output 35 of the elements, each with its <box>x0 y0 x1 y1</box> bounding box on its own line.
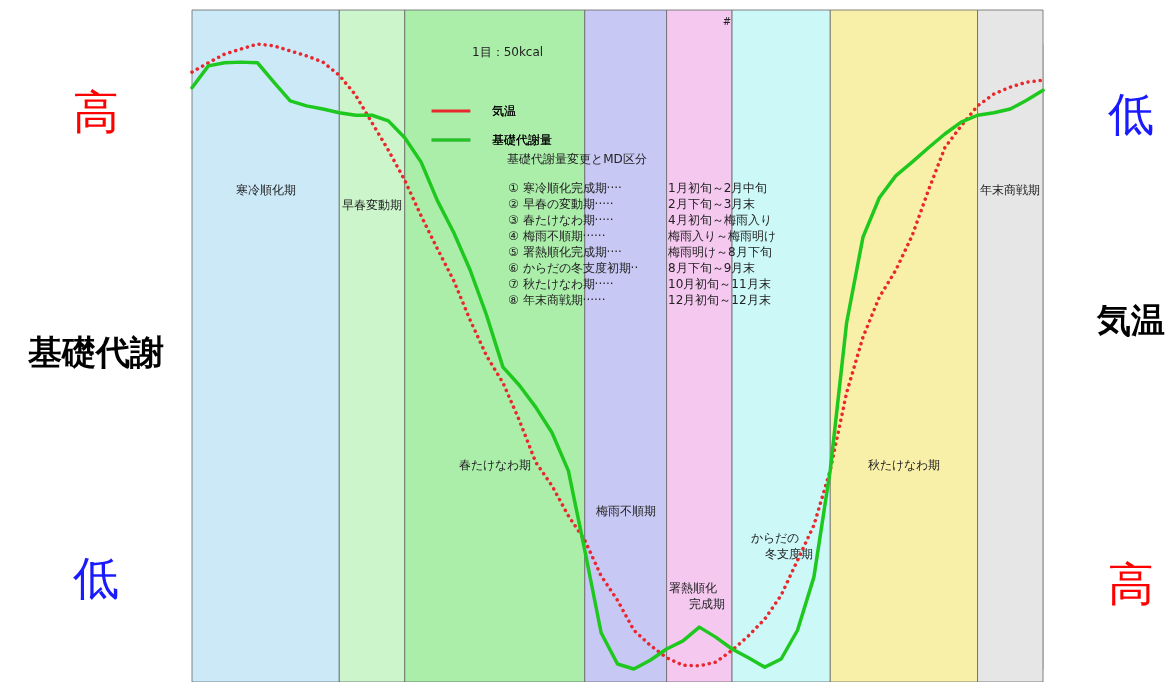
text: # <box>722 16 732 27</box>
text: 高 <box>1108 557 1154 611</box>
annotation: ⑧ 年末商戦期······ <box>508 293 606 307</box>
legend-label: 気温 <box>492 104 516 118</box>
y2-axis-title: 気温 <box>1096 300 1165 340</box>
legend-label: 基礎代謝量 <box>492 133 552 147</box>
annotation: ⑤ 署熱順化完成期···· <box>508 245 622 259</box>
annotation: 署熱順化完成期 <box>669 581 726 611</box>
text: 低 <box>73 551 119 605</box>
annotation: 梅雨入り～梅雨明け <box>667 229 776 243</box>
annotation: 4月初旬～梅雨入り <box>668 213 772 227</box>
annotation: 2月下旬～3月末 <box>668 197 756 211</box>
annotation: 基礎代謝量変更とMD区分 <box>507 152 647 166</box>
annotation: 10月初旬～11月末 <box>668 277 771 291</box>
annotation: ④ 梅雨不順期······ <box>508 229 606 243</box>
annotation: 1月初旬～2月中旬 <box>668 181 768 195</box>
annotation: 年末商戦期 <box>980 183 1041 197</box>
annotation: 12月初旬～12月末 <box>668 293 771 307</box>
text: 高 <box>73 85 119 139</box>
annotation: 春たけなわ期 <box>458 458 531 472</box>
annotation: 梅雨不順期 <box>594 504 656 518</box>
annotation: ⑦ 秋たけなわ期····· <box>508 277 614 291</box>
annotation: 梅雨明け～8月下旬 <box>667 245 772 259</box>
annotation: 1目：50kcal <box>472 45 544 59</box>
annotation: 秋たけなわ期 <box>867 458 940 472</box>
annotation: 8月下旬～9月末 <box>668 261 756 275</box>
annotation: ③ 春たけなわ期····· <box>508 213 614 227</box>
annotation: ① 寒冷順化完成期···· <box>508 181 622 195</box>
annotation: からだの冬支度期 <box>751 531 814 561</box>
y-axis-title: 基礎代謝 <box>27 332 164 372</box>
annotation: ② 早春の変動期····· <box>508 197 614 211</box>
annotation: ⑥ からだの冬支度初期·· <box>508 261 639 275</box>
annotation: 寒冷順化期 <box>235 183 296 197</box>
annotation: 早春変動期 <box>342 198 403 212</box>
text: 低 <box>1108 87 1154 141</box>
